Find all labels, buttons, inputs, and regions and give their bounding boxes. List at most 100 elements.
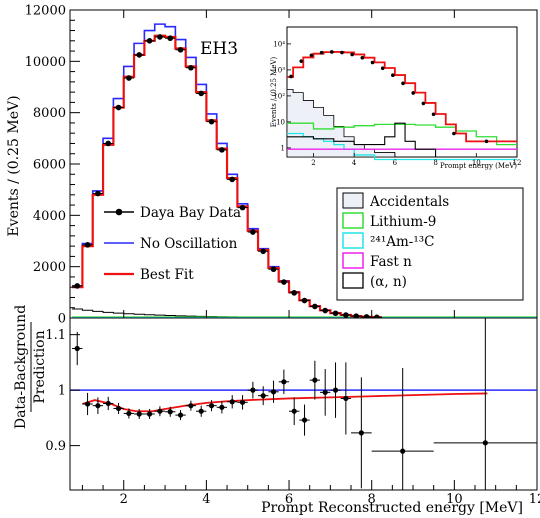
inset-x-tick-label: 12 bbox=[513, 159, 522, 167]
inset-data-point bbox=[319, 50, 324, 55]
inset-lithium9-line bbox=[287, 122, 517, 146]
inset-ticks: 2 4 6 8 10 12 1 10 10² 10³ 10⁴ bbox=[273, 40, 521, 167]
inset-y-tick-label: 10² bbox=[273, 92, 285, 100]
ratio-point bbox=[358, 430, 364, 436]
ratio-point bbox=[301, 417, 308, 423]
main-y-tick-label: 12000 bbox=[25, 4, 66, 19]
legend-label-best-fit: Best Fit bbox=[140, 267, 194, 283]
best-fit-line bbox=[72, 34, 383, 319]
inset-best-fit-line bbox=[287, 51, 517, 143]
ratio-x-tick-label: 10 bbox=[446, 492, 463, 507]
ratio-ticks: 2 4 6 8 10 12 0.9 1 1.1 bbox=[45, 328, 540, 507]
main-y-axis-label: Events / (0.25 MeV) bbox=[6, 95, 22, 236]
data-point bbox=[188, 64, 194, 71]
inset-data-point bbox=[421, 101, 426, 106]
ratio-point bbox=[146, 411, 153, 417]
inset-data-point bbox=[329, 50, 334, 54]
ratio-point bbox=[74, 345, 80, 352]
inset-x-tick-label: 10 bbox=[472, 159, 481, 167]
ratio-point bbox=[400, 448, 406, 454]
inset-x-tick-label: 6 bbox=[393, 159, 398, 167]
data-point bbox=[198, 90, 205, 97]
legend-label-fast-n: Fast n bbox=[370, 254, 412, 270]
ratio-point bbox=[177, 412, 184, 418]
ratio-y-label-numerator: Data-Background bbox=[13, 305, 29, 429]
ratio-point bbox=[95, 403, 101, 409]
inset-data-point bbox=[411, 91, 415, 95]
data-point bbox=[270, 266, 277, 273]
ratio-x-tick-label: 12 bbox=[529, 492, 540, 507]
data-point bbox=[95, 190, 101, 197]
data-point bbox=[250, 229, 256, 235]
site-label: EH3 bbox=[200, 39, 238, 59]
legend-entry-lithium9: Lithium-9 bbox=[342, 212, 436, 230]
ratio-point bbox=[157, 408, 163, 414]
ratio-y-tick-label: 1.1 bbox=[45, 328, 66, 343]
data-point bbox=[281, 279, 287, 285]
data-point bbox=[74, 283, 81, 289]
data-point bbox=[291, 290, 298, 296]
ratio-point bbox=[270, 389, 277, 395]
main-y-tick-label: 10000 bbox=[25, 55, 66, 70]
data-point bbox=[136, 52, 143, 58]
legend-label-alpha-n: (α, n) bbox=[370, 274, 407, 290]
ratio-point bbox=[260, 393, 266, 399]
legend-label-no-oscillation: No Oscillation bbox=[140, 236, 238, 252]
legend-entry-best-fit: Best Fit bbox=[104, 267, 194, 283]
ratio-point bbox=[281, 379, 287, 385]
ratio-point bbox=[84, 401, 91, 407]
ratio-point bbox=[229, 399, 235, 405]
ratio-point bbox=[208, 403, 215, 409]
inset-y-tick-label: 10⁴ bbox=[273, 40, 285, 48]
inset-y-tick-label: 10³ bbox=[273, 66, 285, 74]
inset-x-axis-label: Prompt energy (MeV) bbox=[440, 162, 517, 170]
inset-y-tick-label: 10 bbox=[276, 118, 285, 126]
inset-data-point bbox=[350, 52, 354, 57]
data-point bbox=[260, 248, 267, 255]
inset-x-tick-label: 4 bbox=[352, 159, 357, 167]
ratio-panel: 2 4 6 8 10 12 0.9 1 1.1 Data-Background Predicti… bbox=[13, 305, 540, 516]
data-point bbox=[332, 310, 339, 317]
ratio-point bbox=[105, 400, 111, 407]
data-point bbox=[126, 75, 132, 81]
inset-data-point bbox=[289, 74, 293, 79]
inset-data-point bbox=[401, 81, 405, 86]
best-fit-histogram bbox=[72, 34, 383, 319]
data-point bbox=[167, 35, 174, 42]
ratio-point bbox=[136, 411, 142, 417]
data-point bbox=[301, 297, 308, 304]
ratio-point bbox=[167, 409, 173, 415]
data-point bbox=[208, 118, 215, 125]
ratio-point bbox=[312, 377, 318, 383]
ratio-y-axis-label: Data-Background Prediction bbox=[13, 305, 48, 429]
inset-alpha-n-line bbox=[287, 122, 517, 158]
inset-data-point bbox=[299, 59, 304, 63]
legend-entry-fast-n: Fast n bbox=[342, 252, 412, 270]
ratio-point bbox=[291, 408, 297, 414]
ratio-x-tick-label: 4 bbox=[202, 492, 210, 507]
data-point bbox=[115, 104, 122, 111]
ratio-point bbox=[322, 389, 328, 395]
legend-entry-accidentals: Accidentals bbox=[342, 192, 449, 210]
inset-data-point bbox=[370, 60, 375, 65]
ratio-point bbox=[239, 399, 246, 405]
background-legend-box bbox=[336, 187, 524, 301]
ratio-x-tick-label: 6 bbox=[285, 492, 293, 507]
ratio-point bbox=[126, 410, 132, 417]
main-y-tick-label: 8000 bbox=[33, 106, 66, 121]
ratio-points bbox=[72, 318, 537, 490]
inset-data-point bbox=[452, 131, 456, 136]
data-marker-icon bbox=[115, 208, 123, 216]
inset-data-point bbox=[484, 139, 489, 144]
main-y-tick-label: 0 bbox=[58, 312, 66, 327]
legend-entry-alpha-n: (α, n) bbox=[342, 272, 407, 290]
main-y-ticks: 0 2000 4000 6000 8000 10000 12000 bbox=[25, 4, 538, 327]
inset-panel: 2 4 6 8 10 12 1 10 10² 10³ 10⁴ Events / (0.25 MeV)… bbox=[270, 26, 521, 170]
legend-entry-am-c: ²⁴¹Am-¹³C bbox=[342, 232, 435, 250]
main-y-tick-label: 4000 bbox=[33, 209, 66, 224]
data-point bbox=[322, 307, 328, 314]
ratio-point bbox=[250, 387, 256, 393]
data-point bbox=[84, 242, 91, 248]
data-point bbox=[343, 312, 349, 318]
legend-entry-no-oscillation: No Oscillation bbox=[104, 236, 238, 252]
